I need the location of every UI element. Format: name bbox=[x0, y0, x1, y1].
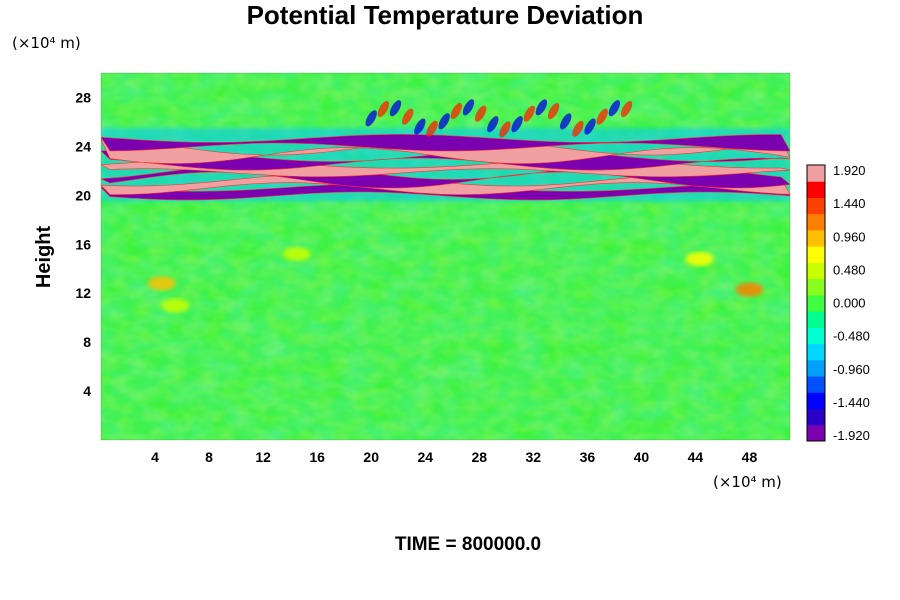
colorbar-labels: 1.920 1.440 0.960 0.480 0.000 -0.480 -0.960 -1.… bbox=[833, 163, 870, 443]
colorbar-segment bbox=[807, 278, 825, 296]
wave-crest bbox=[560, 113, 572, 130]
x-tick-label: 40 bbox=[634, 449, 650, 465]
colorbar-label: 0.480 bbox=[833, 262, 866, 277]
x-tick-label: 12 bbox=[255, 449, 271, 465]
x-tick-label: 36 bbox=[580, 449, 596, 465]
y-axis-label: Height bbox=[33, 226, 55, 289]
colorbar-segment bbox=[807, 229, 825, 247]
colorbar-label: -0.960 bbox=[833, 362, 870, 377]
x-tick-label: 28 bbox=[471, 449, 487, 465]
wave-crest bbox=[426, 120, 438, 137]
y-tick-label: 28 bbox=[75, 89, 91, 105]
x-axis-unit: (×10⁴ m) bbox=[713, 473, 782, 491]
y-tick-label: 4 bbox=[83, 383, 91, 399]
wave-crest bbox=[499, 121, 511, 138]
wave-crest bbox=[523, 105, 535, 122]
colorbar-segment bbox=[807, 424, 825, 442]
y-tick-label: 12 bbox=[75, 285, 91, 301]
colorbar-segment bbox=[807, 197, 825, 215]
wave-crest bbox=[535, 99, 548, 116]
x-tick-label: 4 bbox=[151, 449, 159, 465]
anomaly-blob bbox=[735, 282, 764, 297]
colorbar-label: -0.480 bbox=[833, 329, 870, 344]
colorbar-frame bbox=[806, 164, 826, 442]
colorbar-segment bbox=[807, 262, 825, 280]
x-tick-label: 20 bbox=[363, 449, 379, 465]
x-tick-label: 48 bbox=[742, 449, 758, 465]
x-tick-label: 44 bbox=[688, 449, 704, 465]
y-axis-unit: (×10⁴ m) bbox=[12, 34, 81, 52]
wave-crest bbox=[584, 118, 596, 135]
colorbar-label: 0.000 bbox=[833, 296, 866, 311]
band bbox=[101, 149, 790, 171]
colorbar-segment bbox=[807, 213, 825, 231]
anomaly-features bbox=[147, 247, 764, 313]
colorbar-segment bbox=[807, 343, 825, 361]
colorbar bbox=[806, 164, 826, 442]
colorbar-segment bbox=[807, 311, 825, 328]
wave-crest bbox=[547, 103, 560, 120]
wave-crest bbox=[401, 108, 414, 125]
colorbar-label: 0.960 bbox=[833, 229, 866, 244]
x-tick-label: 24 bbox=[417, 449, 433, 465]
colorbar-segment bbox=[807, 181, 825, 198]
wave-crest bbox=[389, 100, 402, 117]
wave-crest bbox=[620, 101, 633, 118]
anomaly-blob bbox=[161, 298, 190, 313]
wave-crest bbox=[487, 116, 499, 133]
colorbar-label: -1.440 bbox=[833, 395, 870, 410]
wave-crest bbox=[572, 120, 584, 137]
y-tick-label: 16 bbox=[75, 236, 91, 252]
colorbar-segment bbox=[807, 165, 825, 182]
chart-title: Potential Temperature Deviation bbox=[247, 0, 644, 30]
wave-crest bbox=[608, 100, 621, 117]
band bbox=[101, 138, 790, 164]
plot-frame bbox=[100, 72, 791, 441]
colorbar-label: -1.920 bbox=[833, 428, 870, 443]
wave-crest bbox=[377, 100, 390, 118]
wave-crest bbox=[414, 118, 426, 135]
wave-crest bbox=[596, 108, 608, 125]
colorbar-label: 1.440 bbox=[833, 196, 866, 211]
layer-bands bbox=[101, 99, 790, 202]
anomaly-blob bbox=[282, 247, 311, 262]
band bbox=[101, 134, 790, 152]
anomaly-blob bbox=[147, 276, 176, 291]
x-tick-label: 8 bbox=[205, 449, 213, 465]
y-tick-label: 20 bbox=[75, 187, 91, 203]
colorbar-segment bbox=[807, 294, 825, 312]
wave-crest bbox=[474, 105, 487, 122]
colorbar-segment bbox=[807, 408, 825, 426]
colorbar-label: 1.920 bbox=[833, 163, 866, 178]
wave-crest bbox=[438, 113, 450, 130]
y-tick-label: 24 bbox=[75, 138, 91, 154]
colorbar-segment bbox=[807, 327, 825, 345]
colorbar-segment bbox=[807, 392, 825, 410]
wave-crest bbox=[450, 102, 462, 120]
colorbar-segment bbox=[807, 376, 825, 393]
y-tick-label: 8 bbox=[83, 334, 91, 350]
wave-crest bbox=[511, 116, 523, 133]
colorbar-segment bbox=[807, 246, 825, 263]
time-label: TIME = 800000.0 bbox=[395, 534, 541, 555]
colorbar-segment bbox=[807, 359, 825, 377]
x-tick-label: 16 bbox=[309, 449, 325, 465]
x-tick-label: 32 bbox=[526, 449, 542, 465]
anomaly-blob bbox=[685, 251, 714, 266]
x-axis-ticks: 4 8 12 16 20 24 28 32 36 40 44 48 bbox=[151, 449, 757, 465]
y-axis-ticks: 4 8 12 16 20 24 28 bbox=[75, 89, 91, 399]
wave-crest bbox=[462, 99, 475, 116]
wave-crest bbox=[365, 110, 377, 127]
